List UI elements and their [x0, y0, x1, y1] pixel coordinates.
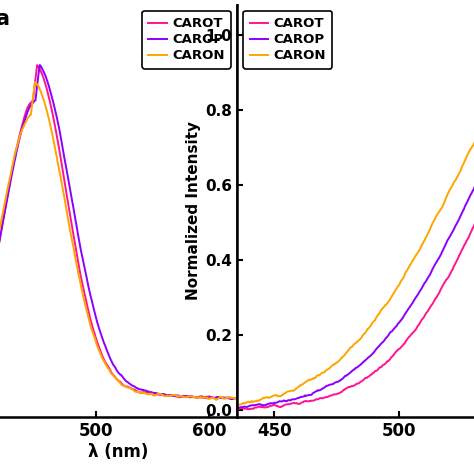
- CAROP: [197, 407, 202, 412]
- Line: CAROP: CAROP: [0, 65, 299, 401]
- Line: CARON: CARON: [0, 82, 299, 400]
- Legend: CAROT, CAROP, CARON: CAROT, CAROP, CARON: [142, 11, 231, 69]
- CARON: [215, 396, 220, 402]
- Line: CAROP: CAROP: [200, 35, 474, 410]
- CAROT: [197, 407, 202, 412]
- CARON: [32, 79, 38, 85]
- X-axis label: λ (nm): λ (nm): [88, 443, 149, 461]
- CARON: [155, 391, 160, 397]
- Line: CARON: CARON: [200, 35, 474, 409]
- CARON: [228, 402, 233, 408]
- CAROT: [228, 406, 233, 411]
- CAROP: [37, 62, 43, 68]
- Text: a: a: [0, 9, 9, 29]
- Line: CAROT: CAROT: [0, 65, 299, 400]
- CAROP: [174, 392, 180, 398]
- CARON: [174, 393, 180, 399]
- CARON: [197, 406, 202, 411]
- CAROT: [215, 395, 220, 401]
- CARON: [164, 393, 169, 399]
- CAROP: [215, 394, 220, 400]
- CAROT: [266, 397, 272, 403]
- CARON: [250, 397, 255, 402]
- Y-axis label: Normalized Intensity: Normalized Intensity: [186, 121, 201, 301]
- CAROP: [250, 396, 255, 401]
- Line: CAROT: CAROT: [200, 35, 474, 410]
- CAROP: [228, 406, 233, 411]
- CAROT: [155, 392, 160, 397]
- CARON: [296, 397, 302, 403]
- CAROT: [164, 392, 169, 398]
- CAROT: [34, 62, 40, 68]
- CAROP: [296, 398, 302, 403]
- CAROP: [164, 392, 169, 398]
- Legend: CAROT, CAROP, CARON: CAROT, CAROP, CARON: [243, 11, 332, 69]
- CAROT: [250, 397, 255, 402]
- CAROT: [296, 397, 302, 403]
- CAROT: [174, 393, 180, 399]
- CAROP: [155, 391, 160, 396]
